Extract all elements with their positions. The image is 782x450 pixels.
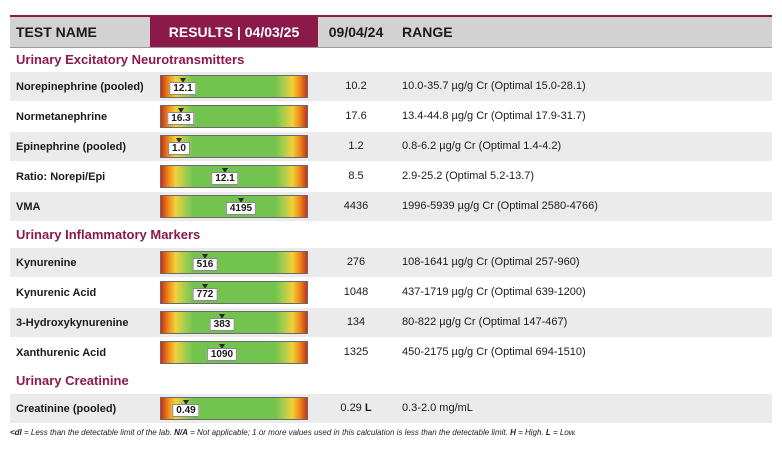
test-name: 3-Hydroxykynurenine [16,316,129,329]
result-value: 516 [192,258,218,271]
reference-range: 2.9-25.2 (Optimal 5.2-13.7) [402,170,535,182]
gauge-marker [222,168,228,173]
header-test-name: TEST NAME [16,24,97,40]
footnote-dl-text: = Less than the detectable limit of the … [21,428,175,437]
result-gauge: 12.1 [160,165,308,188]
prior-flag: L [364,402,372,414]
result-gauge: 16.3 [160,105,308,128]
prior-result: 8.5 [348,170,364,182]
result-value: 4195 [225,202,257,215]
table-row: Epinephrine (pooled) 1.0 1.2 0.8-6.2 µg/… [10,132,772,161]
section-title: Urinary Creatinine [16,373,129,388]
footnote-na-key: N/A [174,428,188,437]
test-name: Ratio: Norepi/Epi [16,170,106,183]
prior-result: 1048 [343,286,369,298]
reference-range: 437-1719 µg/g Cr (Optimal 639-1200) [402,286,586,298]
reference-range: 0.3-2.0 mg/mL [402,402,473,414]
table-row: 3-Hydroxykynurenine 383 134 80-822 µg/g … [10,308,772,337]
footnote: <dl = Less than the detectable limit of … [10,428,772,437]
result-value: 12.1 [211,172,239,185]
test-name: Epinephrine (pooled) [16,140,126,153]
footnote-l-key: L [545,428,551,437]
result-value: 12.1 [169,82,197,95]
gauge-marker [219,314,225,319]
prior-result: 0.29 L [340,402,372,414]
prior-result: 276 [346,256,366,268]
result-value: 772 [192,288,218,301]
gauge-marker [202,254,208,259]
result-value: 1.0 [168,142,190,155]
section-title: Urinary Excitatory Neurotransmitters [16,52,245,67]
prior-result: 134 [346,316,366,328]
table-header: TEST NAME RESULTS | 04/03/25 09/04/24 RA… [10,17,772,48]
test-name: Xanthurenic Acid [16,346,107,359]
table-row: VMA 4195 4436 1996-5939 µg/g Cr (Optimal… [10,192,772,221]
reference-range: 450-2175 µg/g Cr (Optimal 694-1510) [402,346,586,358]
table-row: Kynurenine 516 276 108-1641 µg/g Cr (Opt… [10,248,772,277]
reference-range: 1996-5939 µg/g Cr (Optimal 2580-4766) [402,200,598,212]
gauge-marker [238,198,244,203]
result-value: 0.49 [172,404,200,417]
table-row: Ratio: Norepi/Epi 12.1 8.5 2.9-25.2 (Opt… [10,162,772,191]
test-name: Norepinephrine (pooled) [16,80,144,93]
footnote-h-text: = High. [515,428,546,437]
result-gauge: 0.49 [160,397,308,420]
table-row: Xanthurenic Acid 1090 1325 450-2175 µg/g… [10,338,772,367]
table-row: Creatinine (pooled) 0.49 0.29 L 0.3-2.0 … [10,394,772,423]
prior-result: 17.6 [345,110,367,122]
reference-range: 80-822 µg/g Cr (Optimal 147-467) [402,316,568,328]
test-name: Kynurenic Acid [16,286,97,299]
result-gauge: 772 [160,281,308,304]
gauge-marker [183,400,189,405]
footnote-h-key: H [510,428,516,437]
result-gauge: 1.0 [160,135,308,158]
test-name: VMA [16,200,41,213]
result-gauge: 4195 [160,195,308,218]
footnote-l-text: = Low. [550,428,577,437]
gauge-marker [219,344,225,349]
header-prior-date: 09/04/24 [328,24,384,40]
test-name: Normetanephrine [16,110,108,123]
header-range: RANGE [402,24,453,40]
footnote-dl-key: <dl [10,428,22,437]
prior-result: 4436 [343,200,369,212]
result-gauge: 516 [160,251,308,274]
reference-range: 0.8-6.2 µg/g Cr (Optimal 1.4-4.2) [402,140,562,152]
reference-range: 108-1641 µg/g Cr (Optimal 257-960) [402,256,580,268]
table-row: Normetanephrine 16.3 17.6 13.4-44.8 µg/g… [10,102,772,131]
footnote-na-text: = Not applicable; 1 or more values used … [187,428,511,437]
header-results: RESULTS | 04/03/25 [150,17,318,47]
gauge-marker [202,284,208,289]
result-gauge: 383 [160,311,308,334]
reference-range: 13.4-44.8 µg/g Cr (Optimal 17.9-31.7) [402,110,586,122]
gauge-marker [178,108,184,113]
reference-range: 10.0-35.7 µg/g Cr (Optimal 15.0-28.1) [402,80,586,92]
prior-result: 1325 [343,346,369,358]
test-name: Creatinine (pooled) [16,402,117,415]
result-value: 383 [209,318,235,331]
table-row: Norepinephrine (pooled) 12.1 10.2 10.0-3… [10,72,772,101]
result-value: 1090 [206,348,238,361]
prior-result: 10.2 [345,80,367,92]
section-title: Urinary Inflammatory Markers [16,227,201,242]
gauge-marker [180,78,186,83]
top-rule [10,15,772,17]
result-gauge: 1090 [160,341,308,364]
result-gauge: 12.1 [160,75,308,98]
result-value: 16.3 [167,112,195,125]
gauge-marker [176,138,182,143]
prior-result: 1.2 [348,140,364,152]
table-row: Kynurenic Acid 772 1048 437-1719 µg/g Cr… [10,278,772,307]
test-name: Kynurenine [16,256,77,269]
